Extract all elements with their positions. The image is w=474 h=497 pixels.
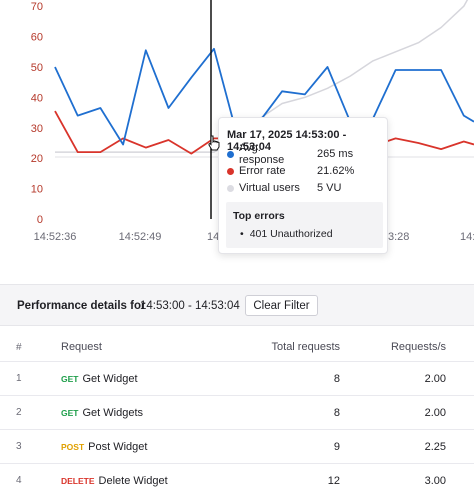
clear-filter-button[interactable]: Clear Filter (245, 295, 318, 316)
table-row[interactable]: 3 POST Post Widget 9 2.25 (0, 430, 474, 464)
tooltip-error-text: 401 Unauthorized (250, 228, 333, 240)
y-tick-label: 0 (37, 214, 43, 226)
method-badge: GET (61, 374, 78, 384)
y-tick-label: 20 (31, 153, 43, 165)
chart-tooltip: Mar 17, 2025 14:53:00 - 14:53:04 Top err… (218, 117, 388, 254)
header-total-requests[interactable]: Total requests (219, 333, 341, 362)
y-tick-label: 10 (31, 184, 43, 196)
row-request: GET Get Widgets (57, 396, 219, 430)
y-tick-label: 60 (31, 32, 43, 44)
header-num[interactable]: # (0, 333, 57, 362)
tooltip-row-value: 21.62% (317, 165, 354, 177)
y-tick-label: 40 (31, 92, 43, 104)
row-requests-per-sec: 2.25 (341, 430, 474, 464)
row-total-requests: 12 (219, 464, 341, 497)
performance-details-bar: Performance details for 14:53:00 - 14:53… (0, 284, 474, 326)
x-tick-label: 14:52:36 (34, 231, 77, 243)
row-num: 2 (0, 396, 57, 430)
header-requests-per-sec[interactable]: Requests/s (341, 333, 474, 362)
table-row[interactable]: 1 GET Get Widget 8 2.00 (0, 362, 474, 396)
request-name: Post Widget (88, 441, 147, 453)
tooltip-row-value: 5 VU (317, 182, 341, 194)
row-num: 3 (0, 430, 57, 464)
tooltip-row-error-rate: Error rate 21.62% (227, 164, 383, 178)
legend-dot-icon (227, 168, 234, 175)
header-request[interactable]: Request (57, 333, 219, 362)
tooltip-errors-header: Top errors (233, 210, 285, 222)
legend-dot-icon (227, 185, 234, 192)
row-requests-per-sec: 2.00 (341, 396, 474, 430)
tooltip-row-label: Avg. response (239, 142, 309, 166)
row-request: GET Get Widget (57, 362, 219, 396)
request-name: Get Widgets (82, 407, 143, 419)
x-tick-label: 14:52:49 (119, 231, 162, 243)
tooltip-error-item: • 401 Unauthorized (240, 228, 333, 240)
tooltip-row-value: 265 ms (317, 148, 353, 160)
y-tick-label: 30 (31, 123, 43, 135)
method-badge: POST (61, 442, 84, 452)
hand-pointer-cursor-icon (207, 135, 221, 151)
tooltip-errors-box: Top errors • 401 Unauthorized (226, 202, 383, 248)
row-total-requests: 8 (219, 362, 341, 396)
performance-details-label: Performance details for (17, 300, 145, 312)
tooltip-row-label: Error rate (239, 165, 309, 177)
x-tick-label: 14: (460, 231, 474, 243)
tooltip-row-label: Virtual users (239, 182, 309, 194)
x-tick-label: 3:28 (388, 231, 409, 243)
method-badge: GET (61, 408, 78, 418)
y-tick-label: 70 (31, 1, 43, 13)
requests-table: # Request Total requests Requests/s 1 GE… (0, 333, 474, 497)
performance-time-range: 14:53:00 - 14:53:04 (140, 300, 240, 312)
row-total-requests: 9 (219, 430, 341, 464)
y-tick-label: 50 (31, 62, 43, 74)
legend-dot-icon (227, 151, 234, 158)
bullet-icon: • (240, 228, 244, 240)
method-badge: DELETE (61, 476, 95, 486)
request-name: Get Widget (82, 373, 137, 385)
row-num: 4 (0, 464, 57, 497)
tooltip-row-virtual-users: Virtual users 5 VU (227, 181, 383, 195)
row-requests-per-sec: 2.00 (341, 362, 474, 396)
row-total-requests: 8 (219, 396, 341, 430)
row-requests-per-sec: 3.00 (341, 464, 474, 497)
row-num: 1 (0, 362, 57, 396)
row-request: POST Post Widget (57, 430, 219, 464)
table-row[interactable]: 2 GET Get Widgets 8 2.00 (0, 396, 474, 430)
table-header-row: # Request Total requests Requests/s (0, 333, 474, 362)
